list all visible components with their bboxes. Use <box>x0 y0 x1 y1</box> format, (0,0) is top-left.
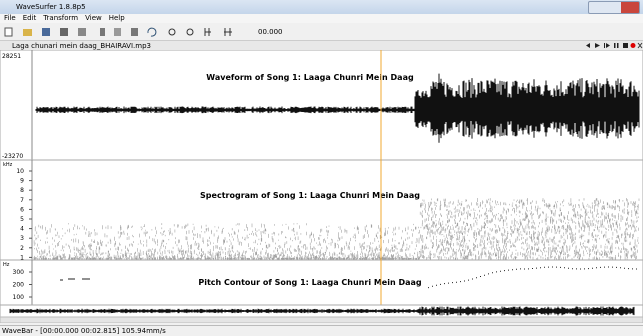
axis-unit: Hz <box>3 262 10 268</box>
spectrogram-panel <box>0 160 643 260</box>
axis-label: 7 <box>20 197 24 204</box>
title-bar: WaveSurfer 1.8.8p5 <box>0 0 643 14</box>
scrollbar[interactable] <box>0 317 643 323</box>
menu-item[interactable]: Help <box>109 14 125 23</box>
axis-label: 9 <box>20 178 24 185</box>
axis-label: 10 <box>16 168 24 175</box>
axis-label: 2 <box>20 245 24 252</box>
status-text: WaveBar - [00:00.000 00:02.815] 105.94mm… <box>2 327 166 335</box>
panel-title: Waveform of Song 1: Laaga Chunri Mein Da… <box>206 73 414 82</box>
file-bar: Laga chunari mein daag_BHAIRAVI.mp3 <box>0 41 643 50</box>
panel-title: Pitch Contour of Song 1: Laaga Chunri Me… <box>198 278 422 287</box>
window-title: WaveSurfer 1.8.8p5 <box>16 3 86 11</box>
menu-item[interactable]: View <box>85 14 102 23</box>
axis-label: 6 <box>20 206 24 213</box>
axis-label: -23270 <box>2 153 23 160</box>
playback-controls[interactable] <box>583 41 643 50</box>
time-display: 00.000 <box>258 28 283 36</box>
icons <box>5 28 232 36</box>
axis-label: 8 <box>20 187 24 194</box>
axis-label: 3 <box>20 235 24 242</box>
axis-label: 28251 <box>2 53 21 60</box>
axis-label: 300 <box>13 269 25 276</box>
axis-label: 200 <box>13 282 25 289</box>
menu-item[interactable]: Edit <box>23 14 37 23</box>
menu-bar: File Edit Transform View Help <box>0 14 643 23</box>
axis-unit: kHz <box>3 162 13 168</box>
toolbar-icons <box>0 24 300 40</box>
panel-title: Spectrogram of Song 1: Laaga Chunri Mein… <box>200 191 420 200</box>
file-name: Laga chunari mein daag_BHAIRAVI.mp3 <box>12 42 151 50</box>
axis-label: 100 <box>13 294 25 301</box>
axis-label: 4 <box>20 226 24 233</box>
window-controls[interactable] <box>588 1 640 14</box>
menu-item[interactable]: File <box>4 14 16 23</box>
status-bar: WaveBar - [00:00.000 00:02.815] 105.94mm… <box>0 325 643 336</box>
panels: 28251 -23270 Waveform of Song 1: Laaga Chu… <box>0 50 643 323</box>
menu-item[interactable]: Transform <box>43 14 78 23</box>
axis-label: 5 <box>20 216 24 223</box>
app-window: WaveSurfer 1.8.8p5 File Edit Transform View… <box>0 0 643 335</box>
toolbar: 00.000 <box>0 24 643 41</box>
